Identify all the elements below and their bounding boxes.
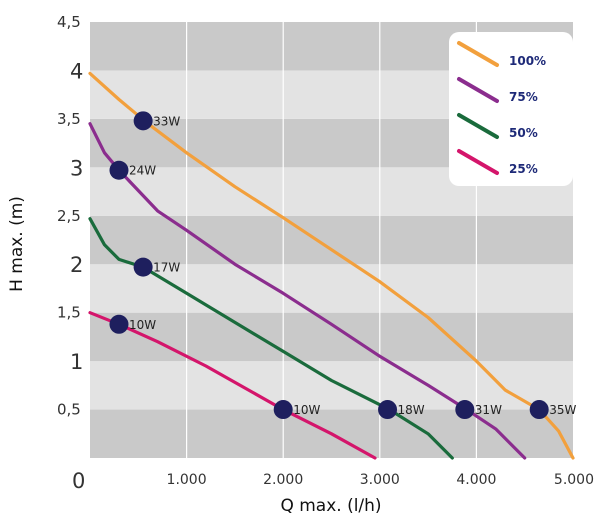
grid-band [90,264,573,313]
y-tick-label: 2 [70,253,83,277]
legend: 100% 75% 50% 25% [449,32,573,186]
x-axis-title: Q max. (l/h) [280,496,381,516]
legend-label: 75% [509,90,538,104]
power-marker [109,314,129,334]
y-axis-title: H max. (m) [7,196,27,292]
power-marker [455,400,475,420]
x-tick-label: 0 [72,469,85,493]
power-label: 17W [153,261,180,275]
grid-band [90,361,573,410]
legend-swatch [457,77,499,103]
legend-label: 50% [509,126,538,140]
power-label: 33W [153,114,180,128]
power-label: 10W [293,403,320,417]
y-tick-label: 1 [70,350,83,374]
x-tick-label: 5.000 [554,472,594,488]
x-axis-ticks: 0 1.000 2.000 3.000 4.000 5.000 [72,469,594,493]
x-tick-label: 1.000 [167,472,207,488]
power-marker [273,400,293,420]
x-tick-label: 2.000 [263,472,303,488]
legend-box [449,32,573,186]
y-tick-label: 0,5 [57,401,81,419]
legend-label: 100% [509,54,546,68]
power-label: 35W [549,403,576,417]
power-marker [109,160,129,180]
markers: 33W 24W 17W 10W 10W 18W 31W 35W [109,111,576,420]
y-tick-label: 4,5 [57,13,81,31]
y-tick-label: 3,5 [57,110,81,128]
legend-swatch [457,149,499,175]
power-marker [133,257,153,277]
grid-band [90,215,573,265]
background-bands [90,22,573,458]
legend-swatch [457,41,499,67]
power-marker [133,111,153,131]
power-label: 31W [475,403,502,417]
x-tick-label: 3.000 [360,472,400,488]
y-tick-label: 2,5 [57,207,81,225]
power-marker [529,400,549,420]
y-tick-label: 3 [70,156,83,180]
y-axis-ticks: 0,5 1 1,5 2 2,5 3 3,5 4 4,5 [57,13,83,419]
x-tick-label: 4.000 [456,472,496,488]
power-label: 18W [398,403,425,417]
legend-label: 25% [509,162,538,176]
y-tick-label: 1,5 [57,304,81,322]
series-line-50pct [88,217,454,460]
power-label: 24W [129,164,156,178]
power-marker [378,400,398,420]
y-tick-label: 4 [70,59,83,83]
grid-band [90,312,573,362]
legend-swatch [457,113,499,139]
power-label: 10W [129,318,156,332]
